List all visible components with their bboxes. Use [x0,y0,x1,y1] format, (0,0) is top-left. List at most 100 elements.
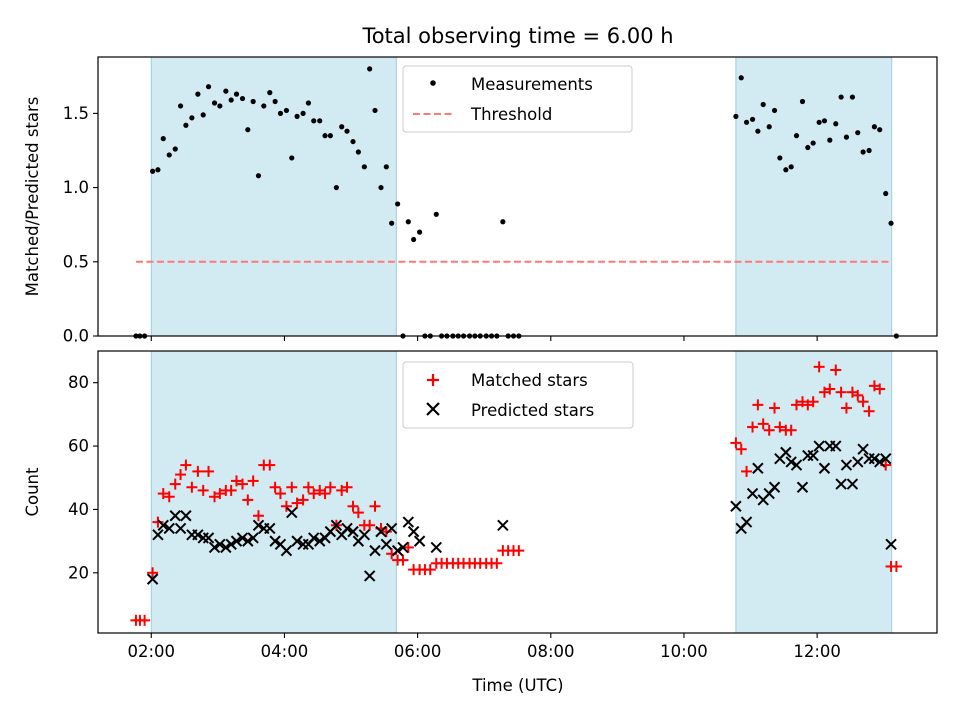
matched-star-point [302,481,314,493]
ratio-y-axis-ticks: 0.0 0.5 1.0 1.5 [63,104,98,346]
count-panel-frame [97,350,938,634]
predicted-star-point [174,522,187,535]
measurement-point [294,113,300,119]
predicted-star-point [192,529,204,541]
matched-star-point [791,399,803,411]
predicted-star-point [730,500,742,512]
measurement-point [871,124,878,130]
predicted-star-point [247,532,259,544]
predicted-star-point [225,538,237,550]
predicted-star-point [813,440,825,452]
predicted-star-point [835,478,847,490]
measurement-point [344,128,350,134]
measurement-point [267,90,273,96]
measurement-point [166,152,172,158]
ratio-x-axis-ticks [150,336,818,341]
matched-star-point [236,478,248,490]
ratio-legend-box [402,65,633,133]
count-x-axis-ticks: 02:00 04:00 06:00 08:00 10:00 12:00 [127,633,841,661]
measurement-point [172,146,178,152]
measurement-point [810,140,816,146]
measurement-points [133,66,899,339]
ratio-legend: Measurements Threshold [402,65,633,133]
measurements-legend-marker [430,80,436,86]
measurement-point [866,147,872,154]
matched-star-point [139,614,151,626]
matched-star-point [225,484,237,496]
predicted-star-point [163,522,175,535]
matched-star-point [186,481,198,493]
measurement-point [855,130,861,136]
predicted-star-point [413,535,426,547]
measurement-point [195,91,201,97]
measurement-point [743,119,750,125]
measurement-point [760,101,766,108]
measurement-point [793,133,800,139]
predicted-star-point [780,446,792,459]
matched-star-point [424,564,436,576]
measurement-point [771,107,778,114]
matched-star-point [214,488,226,500]
matched-star-point [380,526,392,538]
matched-star-point [840,402,852,414]
figure-title: Total observing time = 6.00 h [361,24,673,48]
matched-star-point [169,478,181,490]
measurement-point [300,110,306,116]
measurement-point [350,138,356,145]
predicted-star-point [885,538,897,550]
predicted-star-point [236,532,249,544]
matched-star-point [163,491,175,503]
measurement-point [317,118,323,124]
matched-star-point [264,459,276,471]
measurement-point [749,116,756,122]
matched-star-point [192,465,204,477]
measurement-point [355,149,361,155]
predicted-star-point [286,506,298,519]
measurement-point [223,88,229,94]
matched-stars-legend-marker [427,374,439,386]
measurement-point [255,173,262,179]
x-tick-label: 02:00 [127,642,175,661]
measurement-point [183,122,189,128]
predicted-star-point [385,522,398,535]
measurement-point [233,91,240,97]
measurements-legend-label: Measurements [471,75,593,94]
measurement-point [250,98,256,105]
measurement-point [189,115,195,121]
measurement-point [228,97,234,103]
matched-star-point [242,494,254,506]
measurement-point [738,75,744,81]
count-y-axis-label: Count [23,467,42,517]
predicted-star-point [269,535,281,547]
predicted-star-point [497,519,509,531]
matched-star-point [747,421,759,433]
matched-star-point [402,541,414,553]
matched-star-point [835,386,847,398]
predicted-star-point [341,522,353,535]
predicted-star-point [157,519,169,531]
predicted-star-point [202,532,215,544]
predicted-star-point [874,456,886,468]
measurement-point [838,94,844,100]
ratio-panel-frame [97,56,938,337]
matched-star-point [231,475,243,487]
measurement-point [500,219,506,225]
measurement-point [755,128,761,134]
threshold-legend-label: Threshold [470,105,552,124]
count-legend: Matched stars Predicted stars [402,361,634,429]
predicted-star-point [369,544,381,557]
predicted-star-point [169,510,181,522]
predicted-star-point [752,462,764,474]
measurement-point [395,201,401,207]
y-tick-label: 40 [68,500,89,519]
matched-star-point [274,488,286,500]
predicted-star-point [152,529,164,541]
measurement-point [177,103,184,109]
predicted-star-point [363,570,376,582]
measurement-point [417,229,423,235]
predicted-star-point [264,522,276,535]
predicted-star-point [308,532,320,544]
matched-star-point [347,500,359,512]
measurement-point [383,164,389,170]
star-count-points [130,361,902,626]
